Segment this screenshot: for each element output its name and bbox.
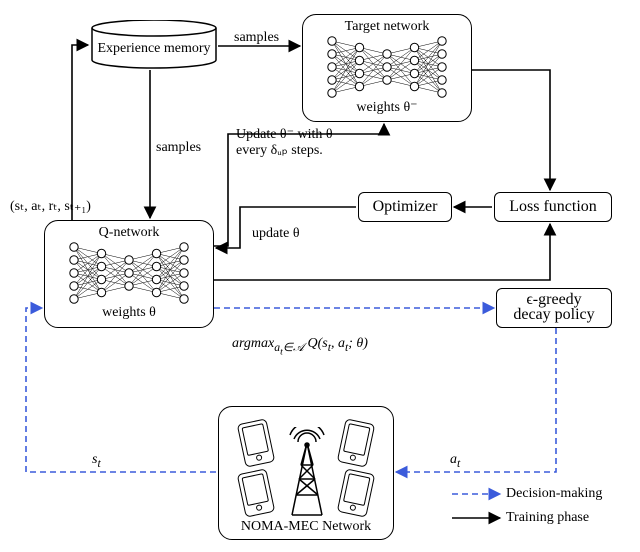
optimizer-box: Optimizer [358, 192, 452, 222]
egreedy-box: ϵ-greedy decay policy [496, 288, 612, 328]
q-network-title: Q-network [45, 225, 213, 241]
cylinder-icon: Experience memory [90, 20, 218, 76]
update-thetaminus-l2: every δᵤₚ steps. [236, 142, 323, 159]
target-network-title: Target network [303, 19, 471, 35]
noma-label: NOMA-MEC Network [219, 519, 393, 535]
noma-box: NOMA-MEC Network [218, 406, 394, 540]
st-label: st [92, 452, 101, 470]
update-thetaminus-l1: Update θ⁻ with θ [236, 126, 333, 143]
target-nn-icon [322, 35, 452, 99]
experience-memory-box: Experience memory [90, 20, 218, 68]
tower-icon [284, 427, 330, 517]
phone-icon [337, 468, 375, 517]
samples-label-1: samples [234, 30, 279, 46]
at-label: at [450, 452, 460, 470]
legend-decision: Decision-making [506, 486, 602, 502]
target-network-box: Target network weights θ⁻ [302, 14, 472, 122]
target-network-subtitle: weights θ⁻ [303, 99, 471, 116]
phone-icon [337, 418, 375, 467]
q-nn-icon [64, 241, 194, 305]
update-theta-label: update θ [252, 226, 300, 242]
egreedy-line1: ϵ-greedy [497, 292, 611, 307]
loss-function-box: Loss function [494, 192, 612, 222]
q-network-box: Q-network weights θ [44, 220, 214, 328]
optimizer-label: Optimizer [373, 198, 438, 215]
egreedy-line2: decay policy [497, 307, 611, 322]
samples-label-2: samples [156, 140, 201, 156]
loss-function-label: Loss function [509, 198, 597, 215]
tuple-label: (sₜ, aₜ, rₜ, sₜ₊₁) [10, 198, 91, 215]
phone-icon [237, 468, 275, 517]
legend-training: Training phase [506, 510, 589, 526]
experience-memory-label: Experience memory [97, 41, 210, 56]
argmax-label: argmaxat∈𝒜 Q(st, at; θ) [232, 336, 368, 357]
q-network-subtitle: weights θ [45, 305, 213, 321]
phone-icon [237, 418, 275, 467]
